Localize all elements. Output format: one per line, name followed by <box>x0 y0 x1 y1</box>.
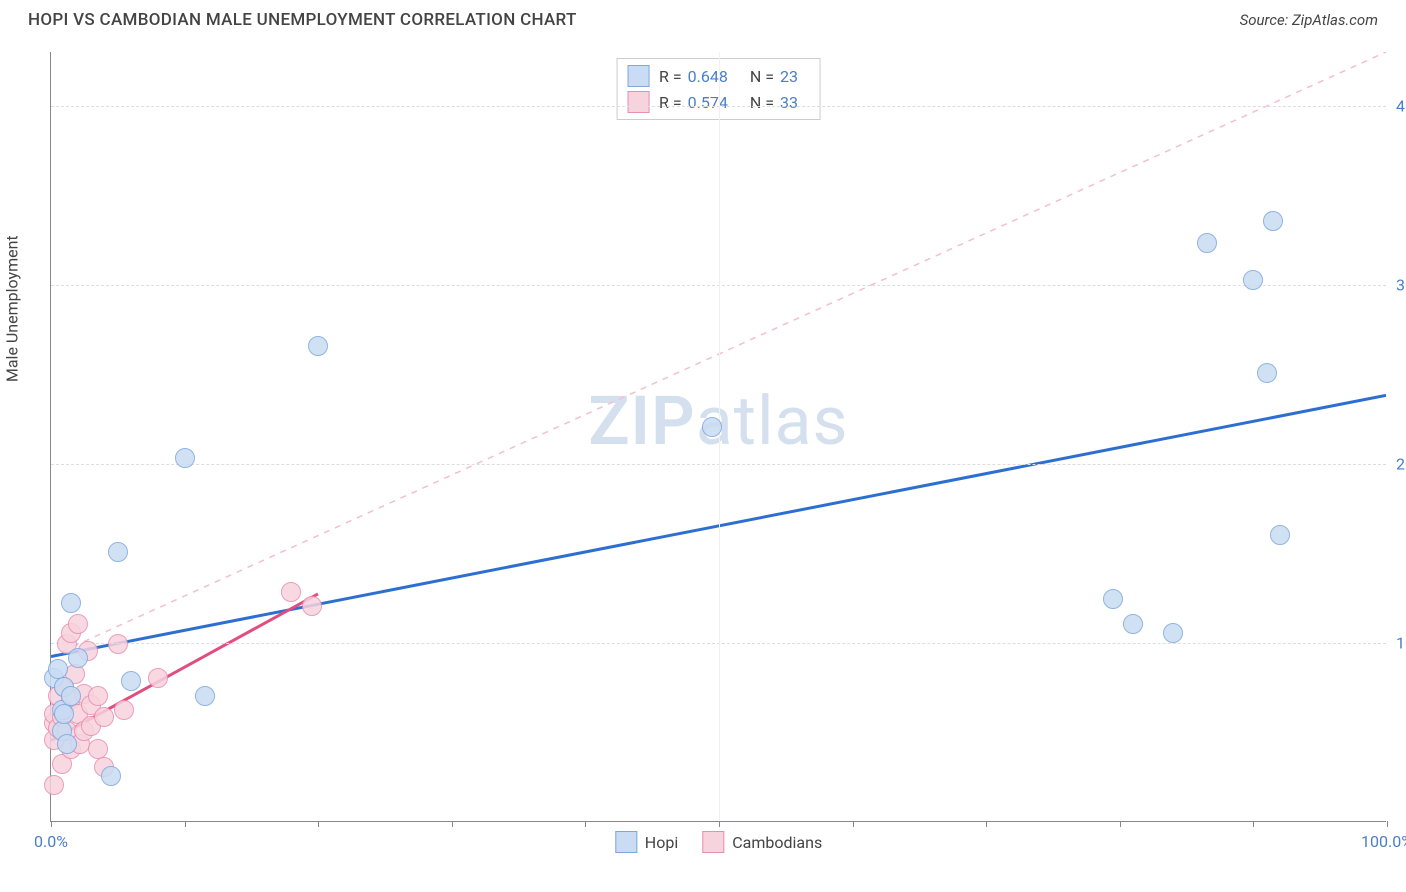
data-point <box>44 775 64 795</box>
x-tick-mark <box>719 821 720 827</box>
x-tick-mark <box>185 821 186 827</box>
data-point <box>101 766 121 786</box>
data-point <box>61 686 81 706</box>
data-point <box>1123 614 1143 634</box>
data-point <box>281 582 301 602</box>
data-point <box>54 704 74 724</box>
chart-title: HOPI VS CAMBODIAN MALE UNEMPLOYMENT CORR… <box>28 10 577 30</box>
corr-n-value: 33 <box>780 93 798 112</box>
corr-r-value: 0.648 <box>688 67 728 86</box>
legend-label-hopi: Hopi <box>645 833 678 852</box>
legend-label-cambodians: Cambodians <box>732 833 822 852</box>
data-point <box>308 336 328 356</box>
source-label: Source: ZipAtlas.com <box>1240 11 1378 29</box>
corr-swatch <box>627 91 649 113</box>
data-point <box>57 734 77 754</box>
x-tick-mark <box>1253 821 1254 827</box>
corr-n-label: N = 23 <box>750 67 810 86</box>
data-point <box>1243 270 1263 290</box>
data-point <box>94 707 114 727</box>
data-point <box>148 668 168 688</box>
x-tick-mark <box>318 821 319 827</box>
data-point <box>1257 363 1277 383</box>
legend-swatch-cambodians <box>702 831 724 853</box>
data-point <box>1197 233 1217 253</box>
data-point <box>108 634 128 654</box>
y-axis-label: Male Unemployment <box>3 235 22 382</box>
x-tick-mark <box>1120 821 1121 827</box>
y-tick-label: 10.0% <box>1396 633 1406 652</box>
data-point <box>702 417 722 437</box>
data-point <box>108 542 128 562</box>
x-tick-mark <box>452 821 453 827</box>
legend-item-hopi: Hopi <box>615 831 678 853</box>
gridline-v <box>719 52 720 821</box>
legend-item-cambodians: Cambodians <box>702 831 822 853</box>
data-point <box>1163 623 1183 643</box>
data-point <box>175 448 195 468</box>
corr-r-label: R = 0.574 <box>659 93 740 112</box>
corr-n-label: N = 33 <box>750 93 810 112</box>
data-point <box>121 671 141 691</box>
legend-swatch-hopi <box>615 831 637 853</box>
data-point <box>1103 589 1123 609</box>
x-tick-label: 100.0% <box>1361 832 1406 851</box>
y-tick-label: 40.0% <box>1396 96 1406 115</box>
corr-swatch <box>627 65 649 87</box>
data-point <box>302 596 322 616</box>
data-point <box>68 648 88 668</box>
x-tick-mark <box>986 821 987 827</box>
corr-r-value: 0.574 <box>688 93 728 112</box>
x-tick-mark <box>1387 821 1388 827</box>
data-point <box>195 686 215 706</box>
x-tick-mark <box>585 821 586 827</box>
data-point <box>88 686 108 706</box>
data-point <box>1263 211 1283 231</box>
chart-plot-area: ZIPatlas R = 0.648N = 23R = 0.574N = 33 … <box>50 52 1386 822</box>
data-point <box>68 614 88 634</box>
x-tick-mark <box>853 821 854 827</box>
y-tick-label: 20.0% <box>1396 454 1406 473</box>
x-tick-mark <box>51 821 52 827</box>
watermark-bold: ZIP <box>588 381 695 461</box>
data-point <box>61 593 81 613</box>
corr-n-value: 23 <box>780 67 798 86</box>
series-legend: Hopi Cambodians <box>615 831 822 853</box>
y-tick-label: 30.0% <box>1396 275 1406 294</box>
data-point <box>1270 525 1290 545</box>
data-point <box>114 700 134 720</box>
corr-r-label: R = 0.648 <box>659 67 740 86</box>
x-tick-label: 0.0% <box>34 832 68 851</box>
